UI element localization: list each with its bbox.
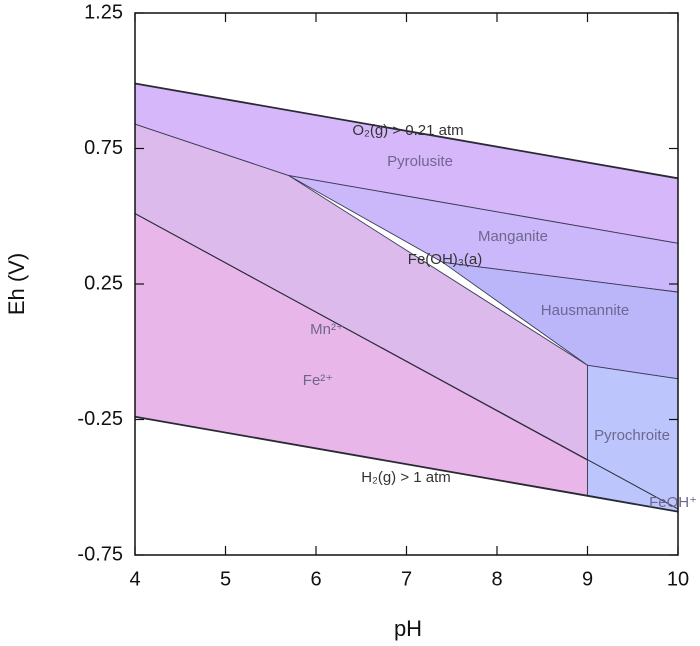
x-tick-label: 8: [491, 568, 502, 590]
annotation: Mn²⁺: [310, 321, 344, 338]
annotation: Fe²⁺: [303, 372, 333, 389]
plot-area: [134, 82, 679, 513]
x-tick-label: 6: [310, 568, 321, 590]
x-tick-label: 4: [129, 568, 140, 590]
annotation: Pyrolusite: [387, 153, 453, 170]
y-axis-title: Eh (V): [4, 253, 29, 315]
x-tick-label: 5: [220, 568, 231, 590]
y-tick-label: 1.25: [84, 1, 123, 23]
x-axis-title: pH: [394, 616, 422, 641]
y-tick-label: 0.25: [84, 272, 123, 294]
boundary-line: [134, 415, 679, 513]
y-tick-label: 0.75: [84, 137, 123, 159]
annotation: Fe(OH)₃(a): [408, 251, 482, 268]
x-tick-label: 9: [582, 568, 593, 590]
annotation: Manganite: [478, 228, 548, 245]
annotation: O₂(g) > 0.21 atm: [352, 122, 463, 139]
annotation: H₂(g) > 1 atm: [361, 469, 451, 486]
annotation: Hausmannite: [541, 302, 629, 319]
boundary-line: [134, 213, 679, 510]
x-tick-label: 7: [401, 568, 412, 590]
annotation: Pyrochroite: [594, 427, 670, 444]
y-tick-label: -0.75: [77, 543, 123, 565]
x-tick-label: 10: [667, 568, 689, 590]
y-tick-label: -0.25: [77, 408, 123, 430]
boundary-line: [134, 82, 679, 180]
annotation: FeOH⁺: [649, 494, 697, 511]
